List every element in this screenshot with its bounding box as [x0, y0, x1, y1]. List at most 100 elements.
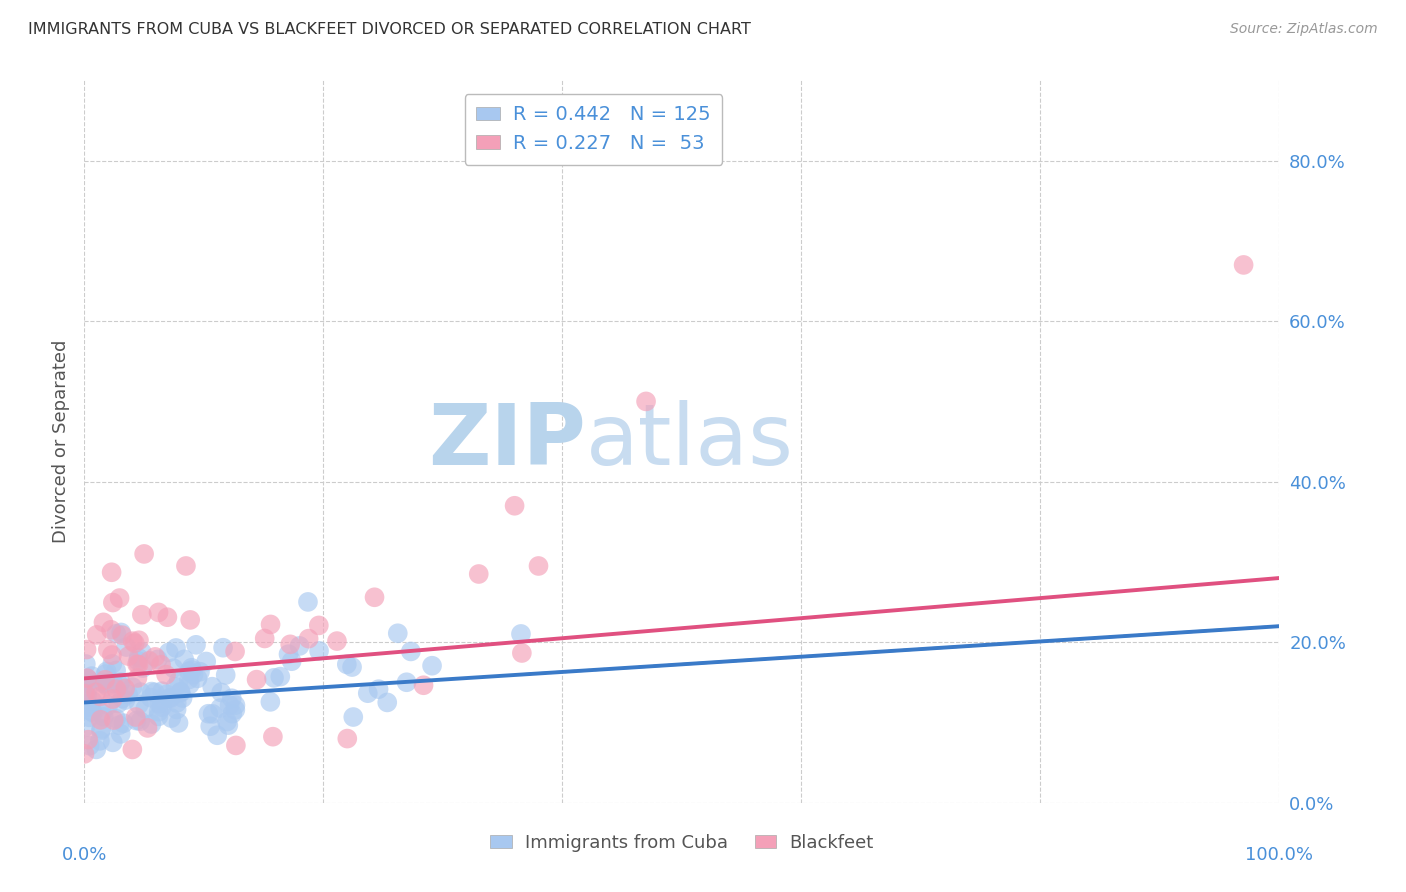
Point — [101, 692, 124, 706]
Point — [159, 691, 181, 706]
Point — [139, 690, 162, 705]
Point — [150, 684, 173, 698]
Point — [101, 735, 124, 749]
Point — [105, 664, 128, 678]
Point — [132, 547, 156, 561]
Point — [179, 677, 201, 691]
Point — [84, 685, 107, 699]
Point — [150, 700, 173, 714]
Point — [225, 739, 247, 753]
Point — [150, 657, 173, 672]
Point — [205, 728, 228, 742]
Point — [187, 671, 209, 685]
Point — [148, 606, 170, 620]
Point — [121, 742, 143, 756]
Point — [412, 678, 434, 692]
Point — [143, 649, 166, 664]
Point — [131, 645, 153, 659]
Point — [82, 706, 104, 720]
Point — [110, 675, 132, 690]
Point — [75, 657, 97, 671]
Point — [166, 702, 188, 716]
Point — [197, 706, 219, 721]
Point — [468, 567, 491, 582]
Point — [209, 685, 232, 699]
Point — [73, 687, 96, 701]
Point — [124, 636, 146, 650]
Point — [94, 667, 117, 681]
Text: Source: ZipAtlas.com: Source: ZipAtlas.com — [1230, 22, 1378, 37]
Point — [89, 690, 111, 704]
Point — [90, 723, 112, 738]
Point — [105, 712, 128, 726]
Point — [97, 698, 120, 713]
Text: 0.0%: 0.0% — [62, 847, 107, 864]
Point — [76, 676, 98, 690]
Point — [224, 698, 246, 713]
Point — [510, 627, 533, 641]
Point — [357, 686, 380, 700]
Point — [110, 625, 132, 640]
Point — [172, 690, 194, 705]
Point — [1233, 258, 1256, 272]
Point — [336, 731, 359, 746]
Point — [111, 691, 134, 706]
Point — [160, 711, 183, 725]
Point — [510, 646, 533, 660]
Point — [80, 705, 103, 719]
Point — [105, 626, 128, 640]
Point — [201, 706, 224, 721]
Point — [259, 617, 281, 632]
Point — [297, 595, 319, 609]
Point — [148, 697, 170, 711]
Point — [180, 661, 202, 675]
Point — [155, 688, 177, 702]
Point — [91, 706, 114, 721]
Point — [636, 394, 658, 409]
Point — [342, 710, 364, 724]
Point — [200, 719, 222, 733]
Point — [150, 693, 173, 707]
Point — [170, 685, 193, 699]
Point — [177, 673, 200, 687]
Point — [93, 676, 115, 690]
Point — [269, 670, 291, 684]
Point — [155, 667, 177, 681]
Y-axis label: Divorced or Separated: Divorced or Separated — [52, 340, 70, 543]
Point — [94, 673, 117, 687]
Point — [215, 668, 238, 682]
Point — [277, 647, 299, 661]
Point — [93, 615, 115, 630]
Point — [117, 688, 139, 702]
Point — [169, 685, 191, 699]
Point — [108, 677, 131, 691]
Point — [148, 709, 170, 723]
Point — [131, 607, 153, 622]
Point — [201, 680, 224, 694]
Point — [308, 618, 330, 632]
Legend: Immigrants from Cuba, Blackfeet: Immigrants from Cuba, Blackfeet — [484, 826, 880, 859]
Point — [399, 644, 422, 658]
Point — [326, 634, 349, 648]
Point — [245, 673, 267, 687]
Point — [157, 691, 180, 706]
Point — [76, 689, 98, 703]
Point — [420, 658, 443, 673]
Point — [100, 623, 122, 637]
Point — [141, 717, 163, 731]
Point — [101, 595, 124, 609]
Point — [76, 642, 98, 657]
Point — [253, 632, 276, 646]
Point — [97, 642, 120, 657]
Point — [209, 701, 232, 715]
Point — [224, 644, 246, 658]
Point — [259, 695, 281, 709]
Point — [212, 640, 235, 655]
Point — [115, 640, 138, 654]
Point — [129, 685, 152, 699]
Point — [166, 696, 188, 710]
Point — [221, 691, 243, 706]
Point — [174, 558, 197, 574]
Point — [188, 665, 211, 679]
Point — [76, 672, 98, 686]
